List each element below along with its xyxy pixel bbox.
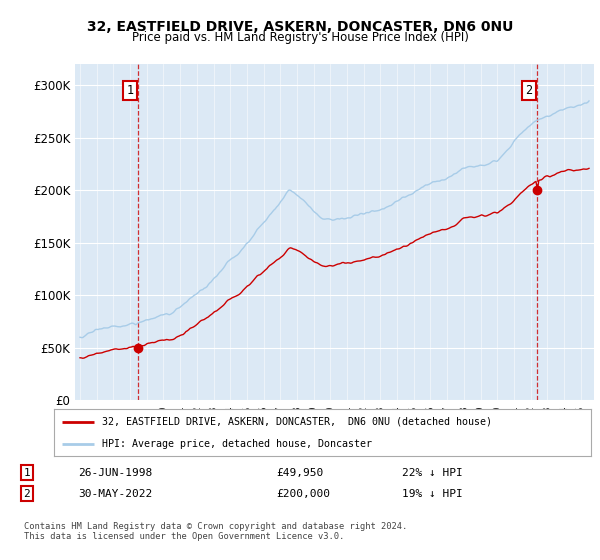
Text: 1: 1 — [126, 84, 133, 97]
Text: 32, EASTFIELD DRIVE, ASKERN, DONCASTER, DN6 0NU: 32, EASTFIELD DRIVE, ASKERN, DONCASTER, … — [87, 20, 513, 34]
Text: 26-JUN-1998: 26-JUN-1998 — [78, 468, 152, 478]
Text: 22% ↓ HPI: 22% ↓ HPI — [402, 468, 463, 478]
Text: Contains HM Land Registry data © Crown copyright and database right 2024.
This d: Contains HM Land Registry data © Crown c… — [24, 522, 407, 542]
Text: 32, EASTFIELD DRIVE, ASKERN, DONCASTER,  DN6 0NU (detached house): 32, EASTFIELD DRIVE, ASKERN, DONCASTER, … — [103, 417, 493, 427]
Text: 2: 2 — [23, 489, 31, 499]
Text: Price paid vs. HM Land Registry's House Price Index (HPI): Price paid vs. HM Land Registry's House … — [131, 31, 469, 44]
Text: 2: 2 — [526, 84, 533, 97]
Text: 30-MAY-2022: 30-MAY-2022 — [78, 489, 152, 499]
Text: 19% ↓ HPI: 19% ↓ HPI — [402, 489, 463, 499]
Text: 1: 1 — [23, 468, 31, 478]
Text: £49,950: £49,950 — [276, 468, 323, 478]
Text: £200,000: £200,000 — [276, 489, 330, 499]
Text: HPI: Average price, detached house, Doncaster: HPI: Average price, detached house, Donc… — [103, 438, 373, 449]
